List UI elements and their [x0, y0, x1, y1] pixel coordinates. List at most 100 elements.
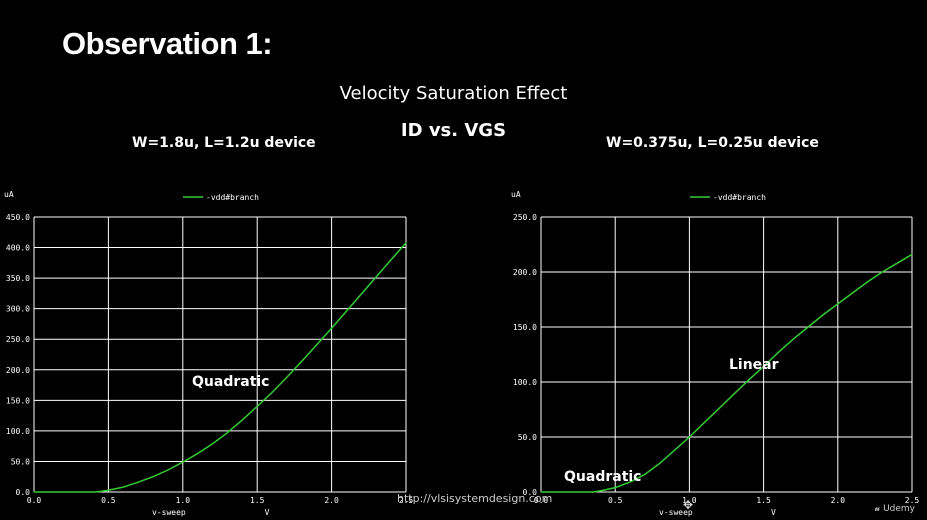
data-point: [301, 360, 303, 362]
data-point: [331, 327, 333, 329]
slide-subtitle: Velocity Saturation Effect: [339, 83, 568, 104]
data-point: [703, 422, 705, 424]
y-unit-label: uA: [4, 190, 14, 199]
y-tick-label: 0.0: [16, 488, 31, 497]
data-point: [599, 490, 601, 492]
data-point: [673, 449, 676, 451]
y-tick-label: 250.0: [513, 213, 537, 222]
data-point: [614, 487, 616, 489]
data-point: [100, 490, 102, 492]
y-tick-label: 350.0: [6, 274, 30, 283]
data-point: [286, 376, 288, 378]
data-point: [316, 344, 318, 346]
y-tick-label: 100.0: [6, 427, 30, 436]
right-device-label: W=0.375u, L=0.25u device: [606, 135, 819, 151]
y-tick-label: 150.0: [513, 323, 537, 332]
udemy-icon: 𝓾: [874, 504, 884, 514]
data-point: [659, 462, 661, 464]
data-point: [629, 481, 631, 483]
x-tick-label: 0.5: [101, 496, 116, 505]
website-url: http://vlsisystemdesign.com: [397, 492, 553, 505]
data-point: [137, 481, 139, 483]
data-point: [211, 443, 214, 445]
data-point: [807, 326, 809, 328]
data-point: [748, 379, 750, 381]
y-tick-label: 50.0: [11, 457, 30, 466]
data-point: [718, 407, 720, 409]
left-device-label: W=1.8u, L=1.2u device: [132, 135, 316, 151]
legend-label: -vdd#branch: [713, 193, 766, 202]
brand-text: Udemy: [883, 504, 915, 514]
data-point: [33, 491, 35, 493]
data-point: [777, 351, 780, 353]
data-point: [688, 436, 691, 438]
left-chart: uA -vdd#branch 450.0 400.0 350.0 300.0 250.0 20…: [4, 190, 413, 517]
x-tick-label: 1.0: [176, 496, 191, 505]
data-point: [167, 469, 169, 471]
data-point: [837, 303, 839, 305]
data-point: [881, 271, 883, 273]
data-point: [896, 262, 898, 264]
x-axis-label: v-sweep: [152, 508, 186, 517]
x-tick-label: 2.5: [399, 496, 414, 505]
x-tick-label: 1.5: [250, 496, 265, 505]
y-tick-label: 400.0: [6, 244, 30, 253]
y-tick-label: 250.0: [6, 335, 30, 344]
legend-label: -vdd#branch: [206, 193, 259, 202]
data-point: [852, 292, 854, 294]
data-point: [122, 486, 124, 488]
data-point: [822, 314, 824, 316]
right-chart: uA -vdd#branch 250.0 200.0 150.0 100.0 50.0 0.0…: [511, 190, 919, 517]
data-point: [345, 310, 348, 312]
x-tick-label: 2.0: [831, 496, 846, 505]
data-point: [182, 461, 184, 463]
x-unit-label: V: [265, 508, 270, 517]
x-tick-label: 0.0: [27, 496, 42, 505]
series-line: [34, 242, 407, 493]
x-tick-label: 1.5: [756, 496, 771, 505]
y-tick-label: 450.0: [6, 213, 30, 222]
data-point: [540, 491, 542, 493]
slide-title: Observation 1:: [62, 26, 273, 61]
data-point: [733, 393, 735, 395]
series-line: [541, 253, 913, 493]
data-point: [866, 281, 869, 283]
data-point: [197, 452, 199, 455]
data-point: [360, 293, 362, 295]
y-tick-label: 200.0: [6, 366, 30, 375]
y-tick-label: 200.0: [513, 268, 537, 277]
data-point: [226, 432, 229, 434]
right-annotation-linear: Linear: [729, 357, 779, 373]
y-tick-label: 0.0: [523, 488, 538, 497]
data-point: [644, 473, 646, 475]
mouse-cursor-icon: ✥: [683, 498, 694, 512]
udemy-logo: 𝓾 Udemy: [875, 504, 915, 514]
x-axis-label: v-sweep: [659, 508, 693, 517]
left-annotation-quadratic: Quadratic: [192, 374, 270, 390]
x-tick-label: 0.0: [534, 496, 549, 505]
data-point: [375, 276, 377, 278]
data-point: [763, 366, 765, 368]
y-tick-label: 100.0: [513, 378, 537, 387]
data-point: [592, 491, 594, 493]
data-point: [107, 489, 109, 491]
right-annotation-quadratic: Quadratic: [564, 469, 642, 485]
data-point: [792, 338, 794, 340]
y-tick-label: 50.0: [518, 433, 537, 442]
x-tick-label: 2.5: [905, 496, 920, 505]
data-point: [405, 242, 407, 244]
y-tick-label: 150.0: [6, 396, 30, 405]
data-point: [271, 391, 273, 393]
data-point: [152, 476, 154, 478]
x-tick-label: 2.0: [324, 496, 339, 505]
chart-heading: ID vs. VGS: [400, 120, 507, 141]
data-point: [256, 405, 258, 408]
data-point: [390, 259, 392, 261]
y-tick-label: 300.0: [6, 305, 30, 314]
data-point: [241, 419, 243, 421]
x-unit-label: V: [771, 508, 776, 517]
y-unit-label: uA: [511, 190, 521, 199]
data-point: [92, 491, 95, 493]
x-tick-label: 0.5: [608, 496, 623, 505]
